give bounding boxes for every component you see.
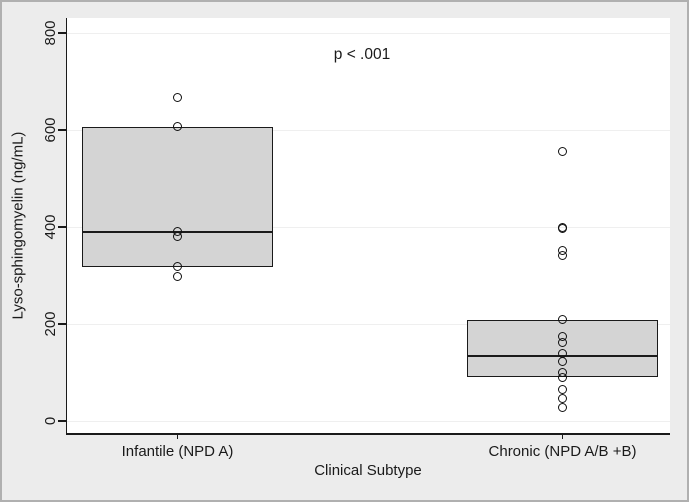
data-point [558,314,567,324]
data-point [558,224,567,234]
x-category-label: Infantile (NPD A) [121,443,234,460]
y-axis-line [65,18,67,435]
y-tick [57,420,66,422]
x-tick [561,433,564,439]
data-point [558,147,567,157]
data-point [173,262,182,272]
y-gridline [67,129,670,131]
data-point [173,122,182,132]
y-tick [57,32,66,34]
data-point [173,232,182,242]
x-axis-label: Clinical Subtype [314,462,422,479]
data-point [558,372,567,382]
y-gridline [67,323,670,325]
y-gridline [67,226,670,228]
y-tick-label: 600 [42,117,59,143]
y-axis-label: Lyso-sphingomyelin (ng/mL) [9,131,27,320]
y-gridline [67,420,670,422]
y-tick-label: 0 [42,416,59,426]
data-point [558,393,567,403]
p-value-annotation: p < .001 [333,46,391,63]
data-point [558,403,567,413]
data-point [173,272,182,282]
y-gridline [67,32,670,34]
data-point [558,250,567,260]
y-tick-label: 400 [42,214,59,240]
y-tick-label: 200 [42,311,59,337]
y-tick [57,226,66,228]
x-axis-line [65,433,670,435]
x-tick [176,433,179,439]
x-category-label: Chronic (NPD A/B +B) [488,443,637,460]
data-point [558,357,567,367]
y-tick-label: 800 [42,20,59,46]
data-point [558,338,567,348]
data-point [173,92,182,102]
box-infantile [82,127,273,267]
y-tick [57,323,66,325]
y-tick [57,129,66,131]
